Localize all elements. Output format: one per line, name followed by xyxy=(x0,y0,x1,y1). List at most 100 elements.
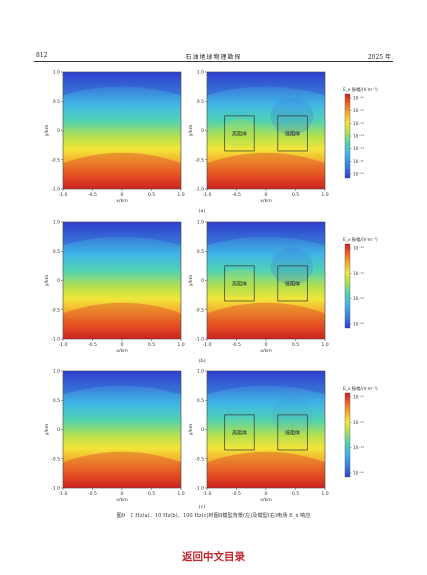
x-tick-label-1-p11: -0.5 xyxy=(232,342,241,348)
x-axis-label-p10: x/km xyxy=(116,348,128,354)
colorbar-tick-label-2-2: 10⁻¹⁴ xyxy=(353,445,364,450)
x-tick-label-1-p00: -0.5 xyxy=(88,192,97,198)
field-top-p11 xyxy=(207,222,325,246)
colorbar-tick-label-1-2: 10⁻¹² xyxy=(353,420,364,425)
back-to-toc-link[interactable]: 返回中文目录 xyxy=(182,551,245,563)
x-tick-label-2-p21: 0 xyxy=(265,491,268,497)
colorbar-tick-label-2-1: 10⁻¹⁴ xyxy=(353,296,364,301)
y-tick-label-1-p01: 0.5 xyxy=(197,99,204,105)
y-tick-label-3-p21: -0.5 xyxy=(195,456,204,462)
y-tick-label-4-p01: -1.0 xyxy=(195,187,204,193)
colorbar-0 xyxy=(344,93,351,179)
colorbar-tick-label-4-0: 10⁻¹⁴ xyxy=(353,146,364,151)
anomaly-box-1-p11 xyxy=(277,265,308,302)
colorbar-tick-label-1-0: 10⁻¹¹ xyxy=(353,108,364,113)
journal-year: 2025 年 xyxy=(367,54,391,61)
x-tick-label-0-p10: -1.0 xyxy=(59,342,68,348)
panel-label-a: (a) xyxy=(198,208,206,214)
colorbar-tick-label-1-1: 10⁻¹² xyxy=(353,271,364,276)
anomaly-highlight-p21 xyxy=(221,417,259,446)
y-tick-label-0-p11: 1.0 xyxy=(197,220,204,226)
panel-label-b: (b) xyxy=(198,358,206,364)
field-dome-p10 xyxy=(63,302,181,339)
x-tick-label-1-p01: -0.5 xyxy=(232,192,241,198)
x-axis-label-p21: x/km xyxy=(260,497,272,503)
x-tick-label-0-p11: -1.0 xyxy=(203,342,212,348)
y-tick-label-1-p00: 0.5 xyxy=(53,99,60,105)
anomaly-label-0-p11: 高阻体 xyxy=(232,280,247,287)
y-tick-label-2-p20: 0 xyxy=(57,427,60,433)
anomaly-box-0-p01 xyxy=(224,115,255,152)
field-map-p10 xyxy=(63,222,181,339)
field-dome-p20 xyxy=(63,451,181,488)
y-tick-label-3-p10: -0.5 xyxy=(51,307,60,313)
x-tick-label-1-p21: -0.5 xyxy=(232,491,241,497)
x-tick-label-3-p20: 0.5 xyxy=(148,491,155,497)
x-tick-label-3-p10: 0.5 xyxy=(148,342,155,348)
y-tick-label-3-p20: -0.5 xyxy=(51,456,60,462)
y-tick-label-0-p00: 1.0 xyxy=(53,70,60,76)
y-tick-label-1-p10: 0.5 xyxy=(53,249,60,255)
colorbar-2 xyxy=(344,392,351,478)
y-tick-label-2-p00: 0 xyxy=(57,128,60,134)
anomaly-distortion-p11 xyxy=(270,247,314,286)
colorbar-tick-label-0-0: 10⁻¹⁰ xyxy=(353,96,364,101)
field-map-p01 xyxy=(207,72,325,189)
x-tick-label-4-p01: 1.0 xyxy=(321,192,328,198)
panel-label-c: (c) xyxy=(198,504,206,510)
page-number: 812 xyxy=(36,52,48,59)
field-map-p00 xyxy=(63,72,181,189)
colorbar-tick-label-6-0: 10⁻¹⁶ xyxy=(353,172,364,177)
anomaly-box-0-p21 xyxy=(224,414,255,451)
x-tick-label-0-p01: -1.0 xyxy=(203,192,212,198)
y-tick-label-4-p21: -1.0 xyxy=(195,486,204,492)
x-tick-label-3-p00: 0.5 xyxy=(148,192,155,198)
x-tick-label-0-p21: -1.0 xyxy=(203,491,212,497)
colorbar-title-1: E_x 振幅/(V·m⁻¹) xyxy=(343,236,378,243)
x-tick-label-2-p10: 0 xyxy=(121,342,124,348)
colorbar-tick-label-5-0: 10⁻¹⁵ xyxy=(353,159,364,164)
field-map-p11 xyxy=(207,222,325,339)
x-tick-label-0-p00: -1.0 xyxy=(59,192,68,198)
x-tick-label-4-p11: 1.0 xyxy=(321,342,328,348)
field-dome-p01 xyxy=(207,152,325,189)
x-axis-label-p11: x/km xyxy=(260,348,272,354)
x-axis-label-p20: x/km xyxy=(116,497,128,503)
colorbar-title-2: E_x 振幅/(V·m⁻¹) xyxy=(343,385,378,392)
x-tick-label-3-p21: 0.5 xyxy=(292,491,299,497)
y-axis-label-p01: y/km xyxy=(188,124,194,136)
y-tick-label-2-p10: 0 xyxy=(57,278,60,284)
anomaly-label-1-p11: 低阻体 xyxy=(285,280,300,287)
y-axis-label-p21: y/km xyxy=(188,423,194,435)
y-tick-label-2-p01: 0 xyxy=(201,128,204,134)
y-tick-label-4-p11: -1.0 xyxy=(195,337,204,343)
colorbar-title-0: E_x 振幅/(V·m⁻¹) xyxy=(343,86,378,93)
y-axis-label-p10: y/km xyxy=(44,274,50,286)
y-tick-label-2-p21: 0 xyxy=(201,427,204,433)
anomaly-label-1-p01: 低阻体 xyxy=(285,130,300,137)
x-tick-label-3-p11: 0.5 xyxy=(292,342,299,348)
y-tick-label-3-p11: -0.5 xyxy=(195,307,204,313)
x-tick-label-1-p20: -0.5 xyxy=(88,491,97,497)
colorbar-tick-label-2-0: 10⁻¹² xyxy=(353,121,364,126)
field-top-p10 xyxy=(63,222,181,246)
journal-title: 石油地球物理勘探 xyxy=(185,54,242,61)
x-tick-label-0-p20: -1.0 xyxy=(59,491,68,497)
y-tick-label-0-p21: 1.0 xyxy=(197,369,204,375)
colorbar-tick-label-0-1: 10⁻¹⁰ xyxy=(353,246,364,251)
y-axis-label-p11: y/km xyxy=(188,274,194,286)
x-tick-label-4-p20: 1.0 xyxy=(177,491,184,497)
figure-caption: 图9 1 Hz(a)、10 Hz(b)、100 Hz(c)时图8模型背景(左)及… xyxy=(116,513,311,519)
y-tick-label-2-p11: 0 xyxy=(201,278,204,284)
field-dome-p21 xyxy=(207,451,325,488)
field-map-p20 xyxy=(63,371,181,488)
x-tick-label-2-p11: 0 xyxy=(265,342,268,348)
colorbar-tick-label-3-2: 10⁻¹⁶ xyxy=(353,471,364,476)
x-tick-label-2-p01: 0 xyxy=(265,192,268,198)
header-rule xyxy=(34,61,393,62)
y-tick-label-0-p10: 1.0 xyxy=(53,220,60,226)
colorbar-tick-label-3-0: 10⁻¹³ xyxy=(353,134,364,139)
x-tick-label-2-p20: 0 xyxy=(121,491,124,497)
y-tick-label-1-p20: 0.5 xyxy=(53,398,60,404)
